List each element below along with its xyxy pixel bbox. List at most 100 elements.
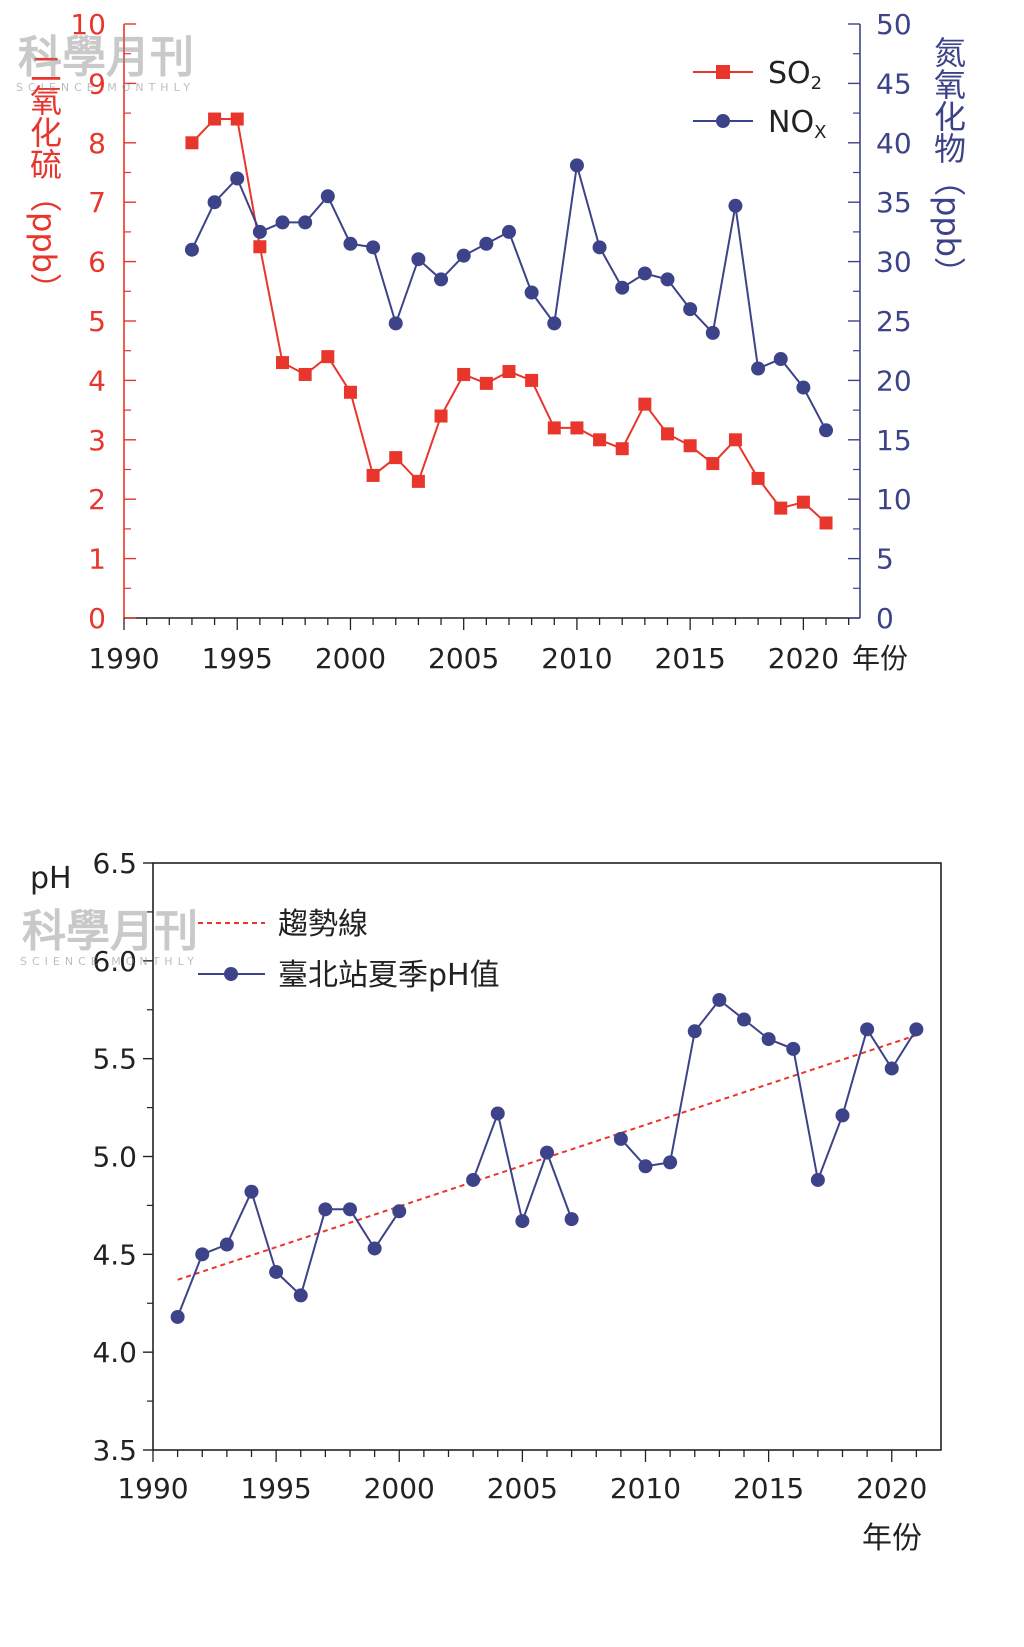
y-tick-label: 4.5 [92, 1238, 137, 1271]
nox-point [660, 272, 675, 287]
left-y-tick-label: 6 [88, 246, 106, 279]
left-y-tick-label: 9 [88, 67, 106, 100]
legend-marker-ph [224, 967, 238, 981]
y-tick-label: 6.0 [92, 945, 137, 978]
so2-point [208, 112, 222, 126]
so2-point [661, 427, 675, 441]
left-y-axis-label: 二氧化硫（ppb） [25, 52, 63, 305]
nox-point [320, 189, 335, 204]
x-tick-label: 2000 [364, 1472, 435, 1505]
nox-point [547, 316, 562, 331]
so2-point [434, 409, 448, 423]
watermark-top: 科學月刊 SCIENCE MONTHLY [16, 32, 195, 94]
nox-point [456, 248, 471, 263]
ph-point [318, 1202, 333, 1217]
left-y-tick-label: 7 [88, 186, 106, 219]
y-tick-label: 4.0 [92, 1336, 137, 1369]
watermark-bottom: 科學月刊 SCIENCE MONTHLY [20, 906, 198, 968]
series-line-so2 [191, 118, 827, 524]
so2-point [389, 451, 403, 465]
nox-point [207, 195, 222, 210]
left-y-tick-label: 10 [70, 8, 106, 41]
x-tick-label: 2015 [655, 642, 726, 675]
left-y-tick-label: 8 [88, 127, 106, 160]
ph-point [810, 1172, 825, 1187]
right-y-tick-label: 10 [876, 483, 912, 516]
ph-point [392, 1204, 407, 1219]
legend-marker [716, 65, 730, 79]
so2-point [411, 474, 425, 488]
nox-point [819, 423, 834, 438]
so2-point [185, 136, 199, 150]
so2-point [457, 367, 471, 381]
so2-point [774, 501, 788, 515]
x-tick-label: 1995 [202, 642, 273, 675]
x-tick-label: 2010 [541, 642, 612, 675]
ph-point [343, 1202, 357, 1217]
so2-point [547, 421, 561, 435]
so2-point [253, 240, 267, 254]
nox-point [773, 352, 788, 367]
ph-point [195, 1247, 210, 1262]
ph-point [884, 1061, 899, 1076]
ph-point [293, 1288, 308, 1303]
x-tick-label: 1995 [240, 1472, 311, 1505]
so2-point [298, 367, 312, 381]
nox-point [751, 361, 766, 376]
right-y-tick-label: 5 [876, 543, 894, 576]
ph-point [540, 1145, 554, 1160]
ph-point [515, 1214, 530, 1229]
right-y-tick-label: 40 [876, 127, 912, 160]
so2-point [751, 471, 765, 485]
left-y-tick-label: 4 [88, 364, 106, 397]
so2-point [502, 364, 516, 378]
ph-point [490, 1106, 505, 1121]
nox-point [275, 215, 290, 230]
nox-point [252, 224, 267, 239]
ph-point [786, 1041, 801, 1056]
ph-point [737, 1012, 751, 1027]
x-tick-label: 2000 [315, 642, 386, 675]
nox-point [501, 224, 516, 239]
nox-point [343, 236, 358, 251]
so2-point [819, 516, 833, 530]
so2-point [638, 397, 652, 411]
nox-point [366, 240, 381, 255]
ph-point [269, 1264, 284, 1279]
right-y-tick-label: 15 [876, 424, 912, 457]
nox-point [683, 302, 698, 317]
x-axis-label: 年份 [862, 1521, 922, 1556]
so2-point [593, 433, 607, 447]
ph-point [170, 1309, 185, 1324]
ph-series-line [176, 1188, 401, 1318]
x-tick-label: 2020 [856, 1472, 927, 1505]
nox-point [569, 158, 584, 173]
x-tick-label: 1990 [117, 1472, 188, 1505]
ph-point [761, 1032, 776, 1047]
ph-point [564, 1212, 579, 1227]
ph-point [687, 1024, 702, 1039]
right-y-tick-label: 35 [876, 186, 912, 219]
ph-point [712, 992, 727, 1007]
right-y-tick-label: 0 [876, 602, 894, 635]
x-tick-label: 1990 [88, 642, 159, 675]
nox-point [298, 215, 313, 230]
watermark-sub-text: SCIENCE MONTHLY [16, 81, 195, 94]
so2-point [706, 457, 720, 471]
ph-point [638, 1159, 653, 1174]
nox-point [705, 325, 720, 340]
ph-point [835, 1108, 850, 1123]
nox-point [184, 242, 199, 257]
ph-point [613, 1131, 628, 1146]
nox-point [637, 266, 652, 281]
y-tick-label: 3.5 [92, 1434, 137, 1467]
ph-point [663, 1155, 678, 1170]
so2-point [276, 356, 290, 370]
right-y-tick-label: 30 [876, 246, 912, 279]
nox-point [230, 171, 245, 186]
ph-point [860, 1022, 875, 1037]
left-y-tick-label: 0 [88, 602, 106, 635]
nox-point [411, 252, 426, 267]
